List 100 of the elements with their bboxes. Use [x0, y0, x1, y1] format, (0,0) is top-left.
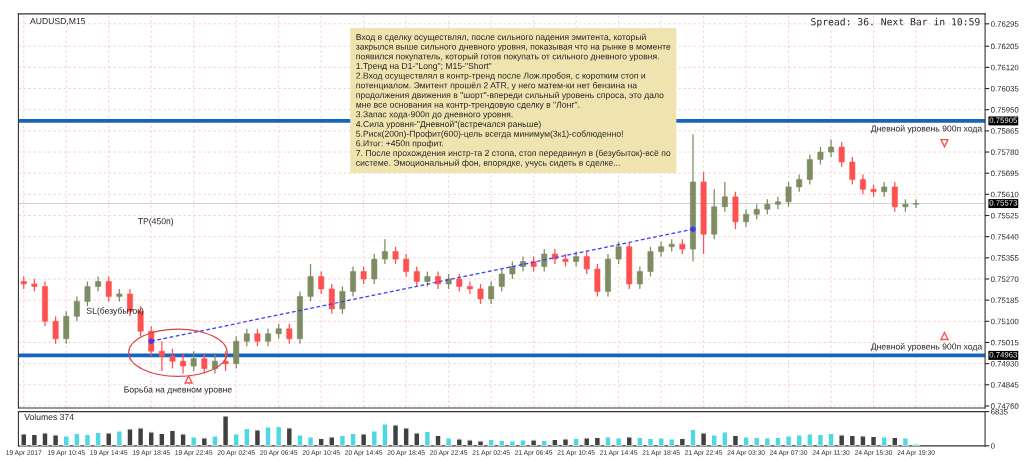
candlestick — [84, 280, 91, 307]
bar — [51, 434, 60, 446]
candlestick — [498, 268, 505, 293]
candlestick — [785, 181, 792, 208]
bar — [657, 437, 665, 446]
candlestick — [201, 353, 208, 375]
candlestick — [647, 246, 654, 278]
bar — [147, 431, 155, 446]
bar — [774, 436, 782, 446]
candlestick — [636, 265, 643, 290]
candlestick — [105, 275, 112, 303]
bar — [190, 436, 198, 446]
candlestick — [477, 283, 484, 305]
candlestick — [615, 241, 622, 265]
candlestick — [371, 253, 378, 285]
bar — [115, 430, 123, 446]
bar — [296, 434, 304, 446]
candlestick — [583, 250, 590, 275]
annotation: TP(450п) — [138, 217, 174, 226]
bar — [360, 433, 368, 446]
candlestick — [180, 353, 187, 375]
bar — [466, 439, 474, 446]
bar — [232, 433, 240, 446]
candlestick — [849, 156, 856, 186]
candlestick — [828, 138, 834, 158]
bar — [604, 436, 612, 446]
bar — [880, 436, 888, 446]
bar — [508, 440, 516, 446]
bar — [200, 437, 208, 446]
bar — [20, 433, 28, 446]
candlestick — [158, 340, 165, 372]
bar — [105, 432, 113, 446]
bar — [423, 430, 432, 446]
bar — [136, 427, 145, 446]
bar — [859, 435, 867, 446]
bar — [816, 433, 825, 446]
annotation: Дневной уровень 900п хода — [870, 125, 983, 134]
annotation: AUDUSD,M15 — [30, 18, 86, 26]
bar — [455, 438, 463, 446]
bar — [285, 427, 293, 446]
bar — [391, 424, 400, 446]
bar — [668, 438, 676, 446]
bar — [349, 432, 357, 446]
candlestick — [403, 253, 410, 278]
bar — [221, 415, 230, 446]
candlestick — [318, 270, 325, 295]
bar — [62, 435, 70, 446]
candlestick — [339, 285, 346, 315]
candlestick — [891, 181, 898, 213]
bar — [370, 430, 378, 446]
candlestick — [73, 295, 80, 322]
bar — [275, 425, 283, 446]
candlestick — [413, 265, 420, 288]
candlestick — [350, 265, 356, 298]
bar — [41, 432, 49, 446]
bar — [402, 427, 410, 446]
bar — [413, 432, 421, 446]
bar — [381, 423, 389, 446]
candlestick — [381, 238, 388, 265]
candlestick — [212, 353, 218, 375]
bar — [126, 428, 134, 446]
bar — [795, 434, 803, 446]
candlestick — [286, 323, 293, 345]
bar — [211, 435, 219, 446]
annotation: Spread: 36. Next Bar in 10:59 — [811, 17, 980, 28]
candlestick — [721, 181, 728, 213]
bar — [243, 427, 251, 446]
candlestick — [658, 241, 665, 258]
bar — [625, 436, 633, 446]
candlestick — [222, 350, 229, 372]
candlestick — [488, 280, 495, 305]
text: Вход в сделку осуществлял, после сильного падения эмитента, который закрылся выше сильного дневного уровня, показывая что на рынке в моменте появился покупатель, который готов покупать от сильного дневного уровня. 1.Тренд на D1-"Long"; M15-"Short" 2.Вход осуществлял в контр-тренд после Лож.пробоя, с коротким стоп и потенциалом. Эмитент прошёл 2 ATR, у него матем-ки нет бензина на продолжения движения в "шорт"-впереди сильный уровень спроса, это дало мне все основания на контр-трендовую сделку в "Лонг". 3.Запас хода-900п до дневного уровня. 4.Сила уровня-"Дневной"(встречался раньше) 5.Риск(200п)-Профит(600)-цель всегда минимум(3к1)-соблюденно! 6.Итог: +450п профит. 7. После прохождения инстр-та 2 стопа, стоп передвинул в (безубыток)-всё по системе. Эмоциональный фон, впорядке, учусь сидеть в сделке... — [355, 33, 671, 168]
bar — [583, 437, 591, 446]
candlestick — [913, 198, 919, 209]
bar — [806, 433, 814, 446]
candlestick — [743, 208, 750, 228]
bar — [253, 429, 262, 446]
bar — [614, 437, 623, 446]
candlestick — [328, 283, 335, 315]
bar — [168, 429, 177, 446]
bar — [901, 437, 910, 446]
candlestick — [775, 196, 781, 210]
candlestick — [594, 263, 601, 298]
candlestick — [169, 348, 176, 370]
candlestick — [63, 310, 70, 345]
candlestick — [520, 255, 526, 273]
bar — [721, 431, 729, 446]
bar — [699, 432, 708, 446]
candlestick — [233, 335, 240, 370]
bar — [710, 434, 718, 446]
bar — [94, 431, 102, 446]
candlestick — [190, 350, 197, 372]
bar — [519, 439, 527, 446]
bar — [561, 438, 570, 446]
bar — [179, 433, 187, 446]
candlestick — [859, 173, 866, 195]
annotation: Volumes 374 — [24, 413, 74, 421]
candlestick — [52, 315, 59, 345]
candlestick — [806, 153, 813, 186]
bar — [264, 426, 272, 446]
